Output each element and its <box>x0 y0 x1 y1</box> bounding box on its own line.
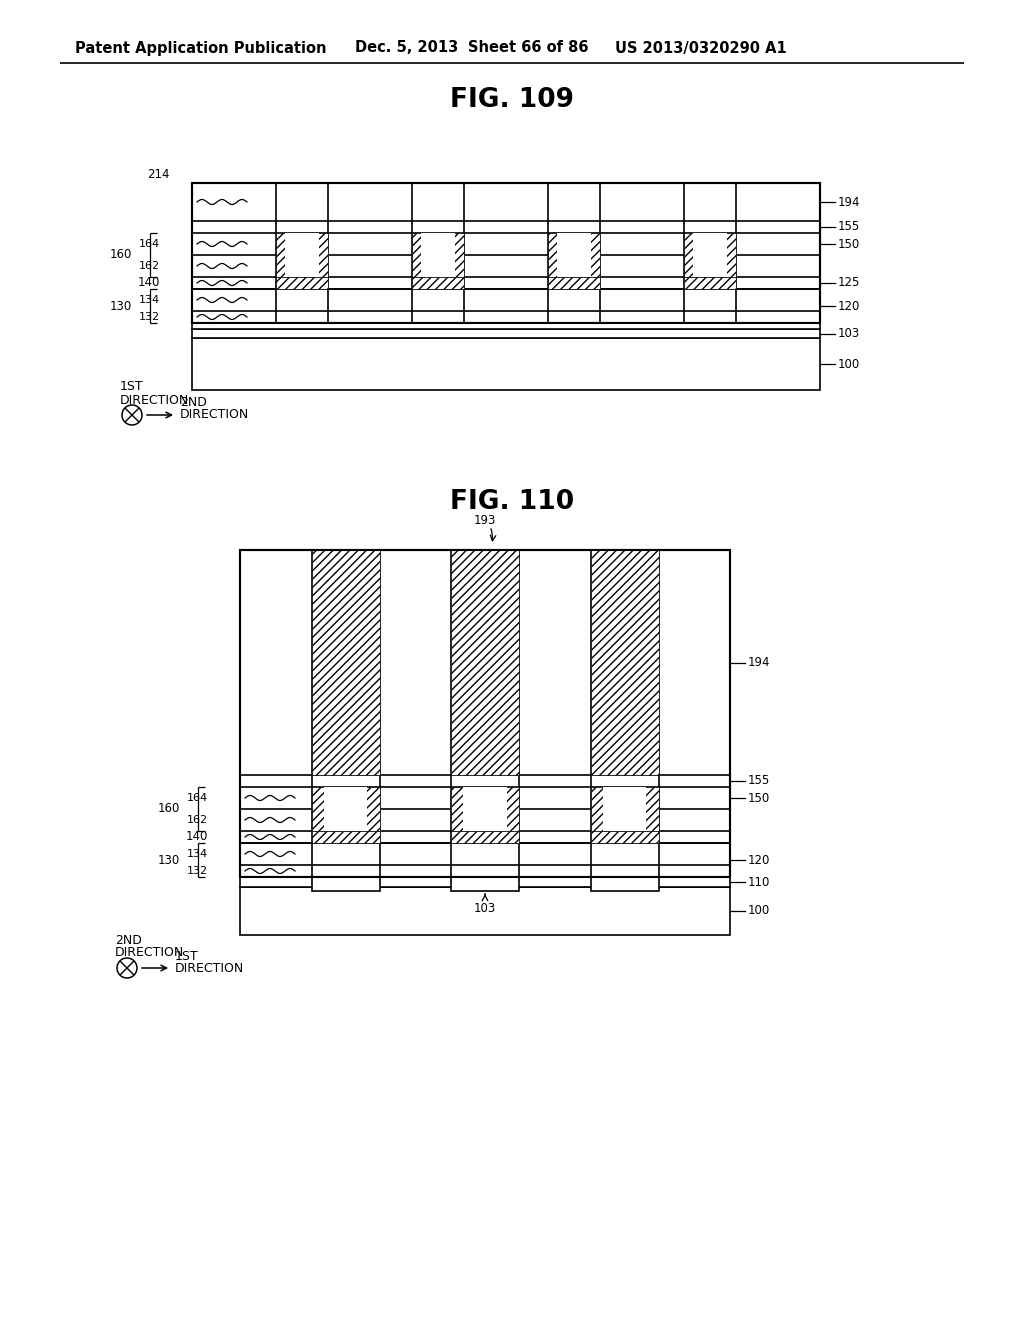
Bar <box>421 234 455 277</box>
Bar <box>451 787 519 832</box>
Bar <box>311 550 380 775</box>
Bar <box>684 277 736 289</box>
Text: 155: 155 <box>748 775 770 788</box>
Text: 120: 120 <box>838 300 860 313</box>
Text: 1ST: 1ST <box>120 380 143 393</box>
Text: 1ST: 1ST <box>175 949 199 962</box>
Text: FIG. 110: FIG. 110 <box>450 488 574 515</box>
Text: FIG. 109: FIG. 109 <box>450 87 574 114</box>
Text: 125: 125 <box>838 276 860 289</box>
Bar <box>451 876 519 891</box>
Text: DIRECTION: DIRECTION <box>180 408 249 421</box>
Bar <box>193 338 820 389</box>
Text: 120: 120 <box>748 854 770 866</box>
Text: 162: 162 <box>186 814 208 825</box>
Text: 132: 132 <box>186 866 208 876</box>
Text: 162: 162 <box>139 261 160 271</box>
Bar <box>193 329 820 338</box>
Text: 100: 100 <box>748 904 770 917</box>
Bar <box>548 277 600 289</box>
Text: Sheet 66 of 86: Sheet 66 of 86 <box>468 41 589 55</box>
Text: 160: 160 <box>110 248 132 261</box>
Bar <box>276 277 328 289</box>
Bar <box>412 277 464 289</box>
Text: 140: 140 <box>137 276 160 289</box>
Bar <box>463 787 507 832</box>
Bar <box>286 234 318 277</box>
Text: 134: 134 <box>139 294 160 305</box>
Bar <box>324 787 368 832</box>
Bar <box>451 832 519 843</box>
Bar <box>451 550 519 775</box>
Text: 150: 150 <box>748 792 770 804</box>
Text: 130: 130 <box>158 854 180 866</box>
Text: 134: 134 <box>186 849 208 859</box>
Text: DIRECTION: DIRECTION <box>115 946 184 960</box>
Text: 110: 110 <box>748 875 770 888</box>
Bar <box>591 787 658 832</box>
Text: 214: 214 <box>147 169 170 181</box>
Text: 132: 132 <box>139 312 160 322</box>
Text: DIRECTION: DIRECTION <box>175 961 245 974</box>
Text: 103: 103 <box>838 327 860 341</box>
Bar <box>591 876 658 891</box>
Bar <box>240 550 730 876</box>
Text: 193: 193 <box>474 513 497 527</box>
Text: 194: 194 <box>838 195 860 209</box>
Bar <box>311 832 380 843</box>
Text: 140: 140 <box>185 830 208 843</box>
Text: 160: 160 <box>158 803 180 816</box>
Text: 2ND: 2ND <box>115 933 142 946</box>
Text: 130: 130 <box>110 300 132 313</box>
Bar <box>193 323 820 329</box>
Bar <box>193 183 820 323</box>
Bar <box>311 876 380 891</box>
Text: 164: 164 <box>139 239 160 249</box>
Text: 100: 100 <box>838 358 860 371</box>
Bar <box>684 234 736 277</box>
Bar <box>240 550 730 876</box>
Bar <box>591 832 658 843</box>
Bar <box>240 876 730 887</box>
Text: DIRECTION: DIRECTION <box>120 393 189 407</box>
Bar <box>591 550 658 775</box>
Text: 194: 194 <box>748 656 770 669</box>
Text: Patent Application Publication: Patent Application Publication <box>75 41 327 55</box>
Bar <box>311 787 380 832</box>
Text: US 2013/0320290 A1: US 2013/0320290 A1 <box>615 41 786 55</box>
Text: 150: 150 <box>838 238 860 251</box>
Text: 155: 155 <box>838 220 860 234</box>
Bar <box>557 234 591 277</box>
Text: 2ND: 2ND <box>180 396 207 409</box>
Bar <box>240 887 730 935</box>
Bar <box>603 787 646 832</box>
Text: Dec. 5, 2013: Dec. 5, 2013 <box>355 41 459 55</box>
Bar <box>276 234 328 277</box>
Text: 103: 103 <box>474 903 496 916</box>
Bar <box>548 234 600 277</box>
Text: 164: 164 <box>186 793 208 803</box>
Bar <box>412 234 464 277</box>
Bar <box>693 234 727 277</box>
Bar <box>193 183 820 323</box>
